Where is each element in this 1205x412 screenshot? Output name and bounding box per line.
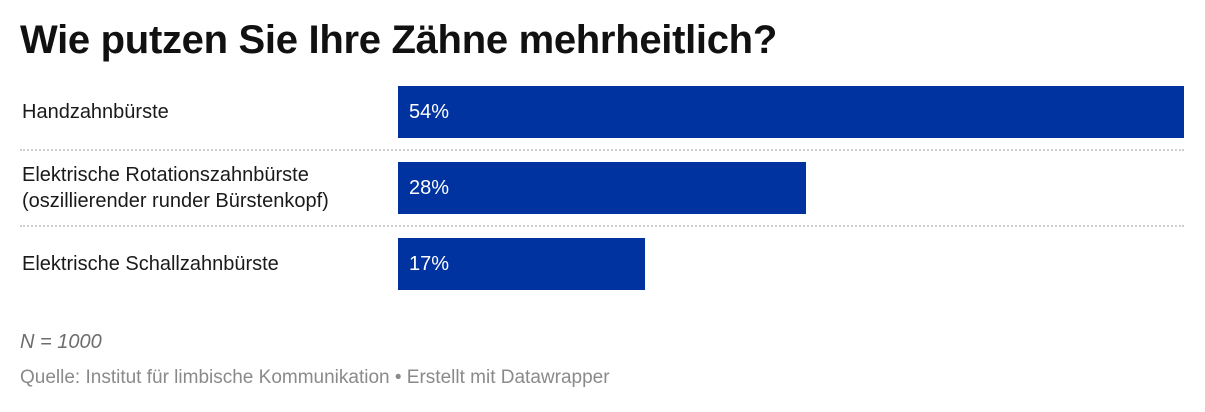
chart-title: Wie putzen Sie Ihre Zähne mehrheitlich? xyxy=(20,18,777,62)
bar-chart: Handzahnbürste 54% Elektrische Rotationsza… xyxy=(0,86,1205,296)
sample-size-note: N = 1000 xyxy=(20,331,102,353)
row-separator xyxy=(20,149,1184,151)
bar-row: Elektrische Rotationszahnbürste (oszilli… xyxy=(0,162,1205,214)
category-label: Elektrische Rotationszahnbürste (oszilli… xyxy=(22,164,329,212)
category-label: Elektrische Schallzahnbürste xyxy=(22,253,279,275)
bar: 54% xyxy=(398,86,1184,138)
row-separator xyxy=(20,225,1184,227)
bar-row: Handzahnbürste 54% xyxy=(0,86,1205,138)
source-credit: Quelle: Institut für limbische Kommunika… xyxy=(20,367,610,388)
bar-value-label: 28% xyxy=(409,177,450,199)
bar-value-label: 17% xyxy=(409,253,450,275)
bar: 28% xyxy=(398,162,806,214)
bar-row: Elektrische Schallzahnbürste 17% xyxy=(0,238,1205,290)
bar-value-label: 54% xyxy=(409,101,450,123)
category-label: Handzahnbürste xyxy=(22,101,169,123)
bar: 17% xyxy=(398,238,646,290)
